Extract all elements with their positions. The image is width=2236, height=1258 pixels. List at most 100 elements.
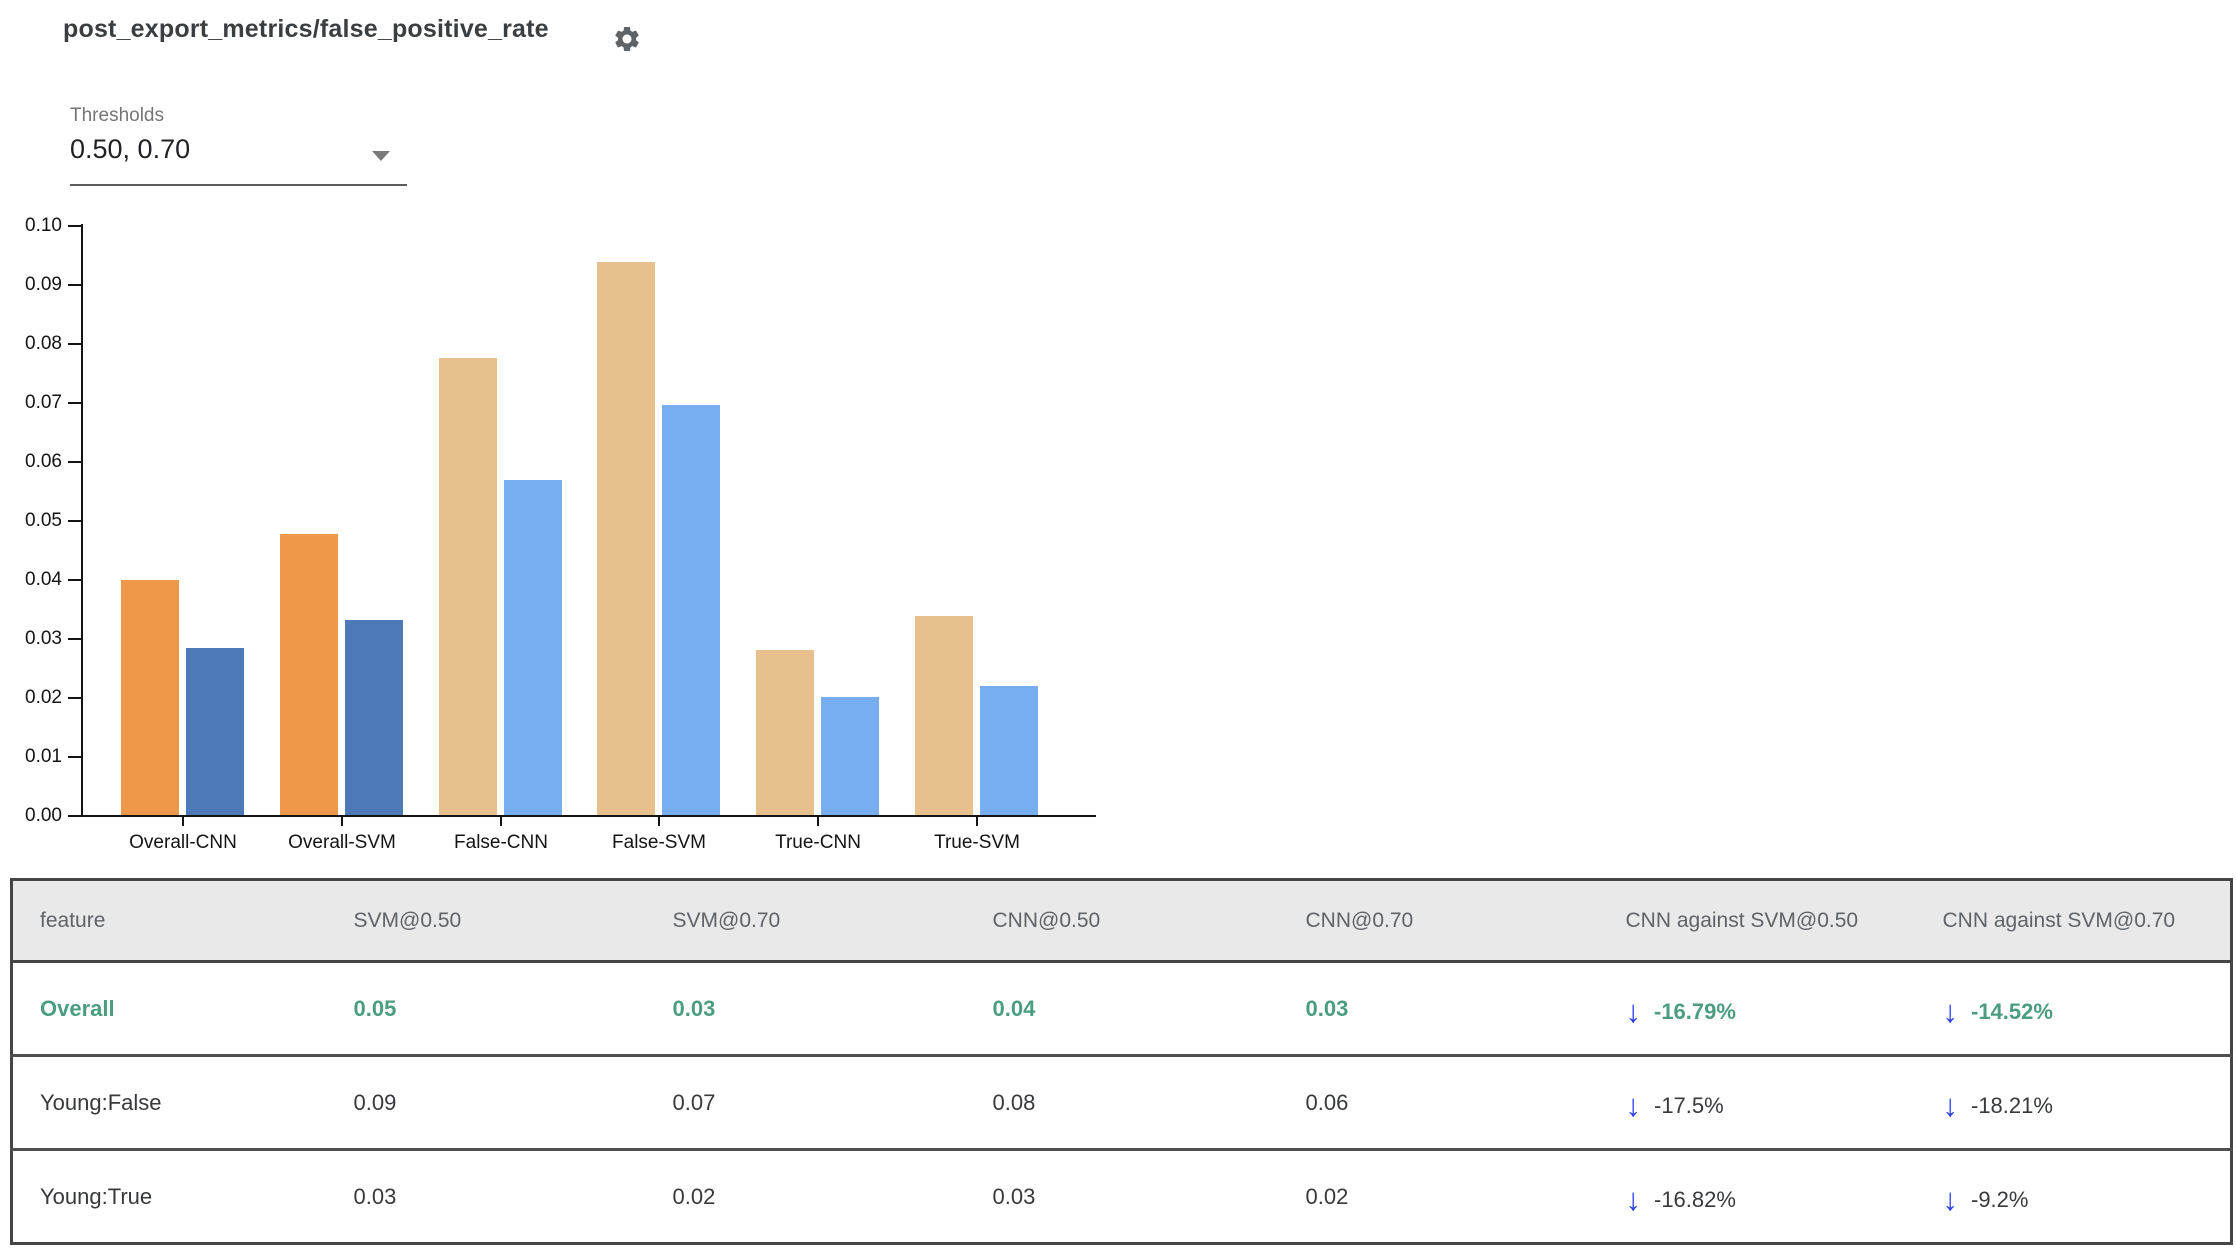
delta-cell-cnn-against-svm-0-50: ↓ -16.79% — [1599, 962, 1916, 1056]
bar-true-svm-threshold-0-50[interactable] — [915, 616, 973, 815]
y-axis-tick — [68, 579, 81, 581]
table-row-overall: Overall 0.05 0.03 0.04 0.03 ↓ -16.79% ↓ -14.52% — [12, 962, 2232, 1056]
delta-value: -18.21% — [1971, 1092, 2053, 1118]
column-header-cnn-against-svm-0-50: CNN against SVM@0.50 — [1598, 879, 1916, 963]
bar-false-cnn-threshold-0-70[interactable] — [504, 480, 562, 815]
value-cell-cnn-0-70: 0.02 — [1278, 1148, 1599, 1244]
column-header-cnn-0-50: CNN@0.50 — [965, 879, 1279, 963]
column-header-feature: feature — [11, 879, 327, 963]
value-cell-svm-0-50: 0.03 — [326, 1148, 646, 1244]
table-row-young-true: Young:True 0.03 0.02 0.03 0.02 ↓ -16.82% ↓ -9.2% — [11, 1148, 2232, 1244]
y-axis-tick-label: 0.10 — [25, 215, 62, 236]
x-axis-line — [81, 815, 1096, 817]
chevron-down-icon — [372, 151, 390, 161]
y-axis-tick — [68, 461, 81, 463]
delta-cell-cnn-against-svm-0-50: ↓ -17.5% — [1598, 1054, 1916, 1150]
value-cell-cnn-0-50: 0.04 — [992, 995, 1036, 1021]
column-header-svm-0-50: SVM@0.50 — [326, 879, 646, 963]
value-cell-svm-0-70: 0.07 — [645, 1054, 966, 1150]
thresholds-value: 0.50, 0.70 — [70, 134, 191, 164]
value-cell-svm-0-70: 0.03 — [672, 995, 716, 1021]
table-row-young-false: Young:False 0.09 0.07 0.08 0.06 ↓ -17.5% ↓ -18.2… — [11, 1054, 2232, 1150]
x-axis-tick — [182, 817, 184, 826]
bar-false-svm-threshold-0-70[interactable] — [662, 405, 720, 815]
y-axis-tick — [68, 402, 81, 404]
value-cell-cnn-0-70: 0.03 — [1305, 995, 1349, 1021]
column-header-svm-0-70: SVM@0.70 — [645, 879, 966, 963]
x-axis-tick — [976, 817, 978, 826]
value-cell-cnn-0-70: 0.06 — [1278, 1054, 1599, 1150]
settings-button[interactable] — [612, 24, 642, 54]
x-axis-tick — [817, 817, 819, 826]
false-positive-rate-bar-chart: 0.00 0.01 0.02 0.03 0.04 0.05 0.06 0.07 0.08 0.09… — [0, 0, 1120, 870]
x-axis-category-label: True-CNN — [775, 832, 861, 853]
x-axis-category-label: Overall-CNN — [129, 832, 237, 853]
feature-cell: Overall — [40, 995, 115, 1021]
gear-icon — [612, 27, 642, 58]
value-cell-cnn-0-50: 0.03 — [965, 1148, 1279, 1244]
feature-cell: Young:True — [11, 1148, 327, 1244]
bar-overall-cnn-threshold-0-50[interactable] — [121, 580, 179, 815]
arrow-down-icon: ↓ — [1942, 1181, 1959, 1217]
bar-overall-svm-threshold-0-50[interactable] — [280, 534, 338, 815]
y-axis-tick — [68, 343, 81, 345]
delta-cell-cnn-against-svm-0-70: ↓ -14.52% — [1916, 962, 2232, 1056]
y-axis-line — [81, 224, 83, 817]
delta-value: -14.52% — [1971, 998, 2053, 1024]
arrow-down-icon: ↓ — [1625, 1087, 1642, 1123]
bar-true-cnn-threshold-0-70[interactable] — [821, 697, 879, 815]
dropdown-underline — [70, 184, 407, 186]
bar-true-svm-threshold-0-70[interactable] — [980, 686, 1038, 815]
page-title: post_export_metrics/false_positive_rate — [63, 15, 549, 43]
y-axis-tick-label: 0.05 — [25, 510, 62, 531]
feature-cell: Young:False — [11, 1054, 327, 1150]
x-axis-tick — [658, 817, 660, 826]
arrow-down-icon: ↓ — [1942, 1087, 1959, 1123]
delta-cell-cnn-against-svm-0-70: ↓ -9.2% — [1915, 1148, 2232, 1244]
bar-true-cnn-threshold-0-50[interactable] — [756, 650, 814, 815]
bar-false-svm-threshold-0-50[interactable] — [597, 262, 655, 815]
y-axis-tick-label: 0.04 — [25, 569, 62, 590]
bar-false-cnn-threshold-0-50[interactable] — [439, 358, 497, 815]
arrow-down-icon: ↓ — [1625, 993, 1642, 1029]
y-axis-tick — [68, 815, 81, 817]
y-axis-tick — [68, 225, 81, 227]
column-header-cnn-0-70: CNN@0.70 — [1278, 879, 1599, 963]
delta-value: -16.79% — [1654, 998, 1736, 1024]
arrow-down-icon: ↓ — [1625, 1181, 1642, 1217]
bar-overall-svm-threshold-0-70[interactable] — [345, 620, 403, 815]
x-axis-category-label: False-SVM — [612, 832, 706, 853]
y-axis-tick-label: 0.06 — [25, 451, 62, 472]
y-axis-tick-label: 0.00 — [25, 805, 62, 826]
y-axis-tick — [68, 284, 81, 286]
y-axis-tick — [68, 756, 81, 758]
bar-overall-cnn-threshold-0-70[interactable] — [186, 648, 244, 815]
x-axis-category-label: Overall-SVM — [288, 832, 396, 853]
x-axis-tick — [341, 817, 343, 826]
delta-cell-cnn-against-svm-0-70: ↓ -18.21% — [1915, 1054, 2232, 1150]
delta-value: -17.5% — [1654, 1092, 1724, 1118]
y-axis-tick — [68, 520, 81, 522]
delta-cell-cnn-against-svm-0-50: ↓ -16.82% — [1598, 1148, 1916, 1244]
y-axis-tick-label: 0.09 — [25, 274, 62, 295]
arrow-down-icon: ↓ — [1942, 993, 1959, 1029]
value-cell-svm-0-50: 0.09 — [326, 1054, 646, 1150]
x-axis-category-label: False-CNN — [454, 832, 548, 853]
x-axis-tick — [500, 817, 502, 826]
x-axis-category-label: True-SVM — [934, 832, 1020, 853]
value-cell-cnn-0-50: 0.08 — [965, 1054, 1279, 1150]
table-header-row: feature SVM@0.50 SVM@0.70 CNN@0.50 CNN@0.70 C… — [11, 879, 2232, 963]
value-cell-svm-0-50: 0.05 — [353, 995, 397, 1021]
column-header-cnn-against-svm-0-70: CNN against SVM@0.70 — [1915, 879, 2232, 963]
y-axis-tick-label: 0.01 — [25, 746, 62, 767]
y-axis-tick — [68, 638, 81, 640]
y-axis-tick — [68, 697, 81, 699]
metrics-table: feature SVM@0.50 SVM@0.70 CNN@0.50 CNN@0.70 C… — [10, 878, 2233, 1245]
y-axis-tick-label: 0.08 — [25, 333, 62, 354]
value-cell-svm-0-70: 0.02 — [645, 1148, 966, 1244]
delta-value: -16.82% — [1654, 1186, 1736, 1212]
delta-value: -9.2% — [1971, 1186, 2029, 1212]
y-axis-tick-label: 0.02 — [25, 687, 62, 708]
y-axis-tick-label: 0.03 — [25, 628, 62, 649]
